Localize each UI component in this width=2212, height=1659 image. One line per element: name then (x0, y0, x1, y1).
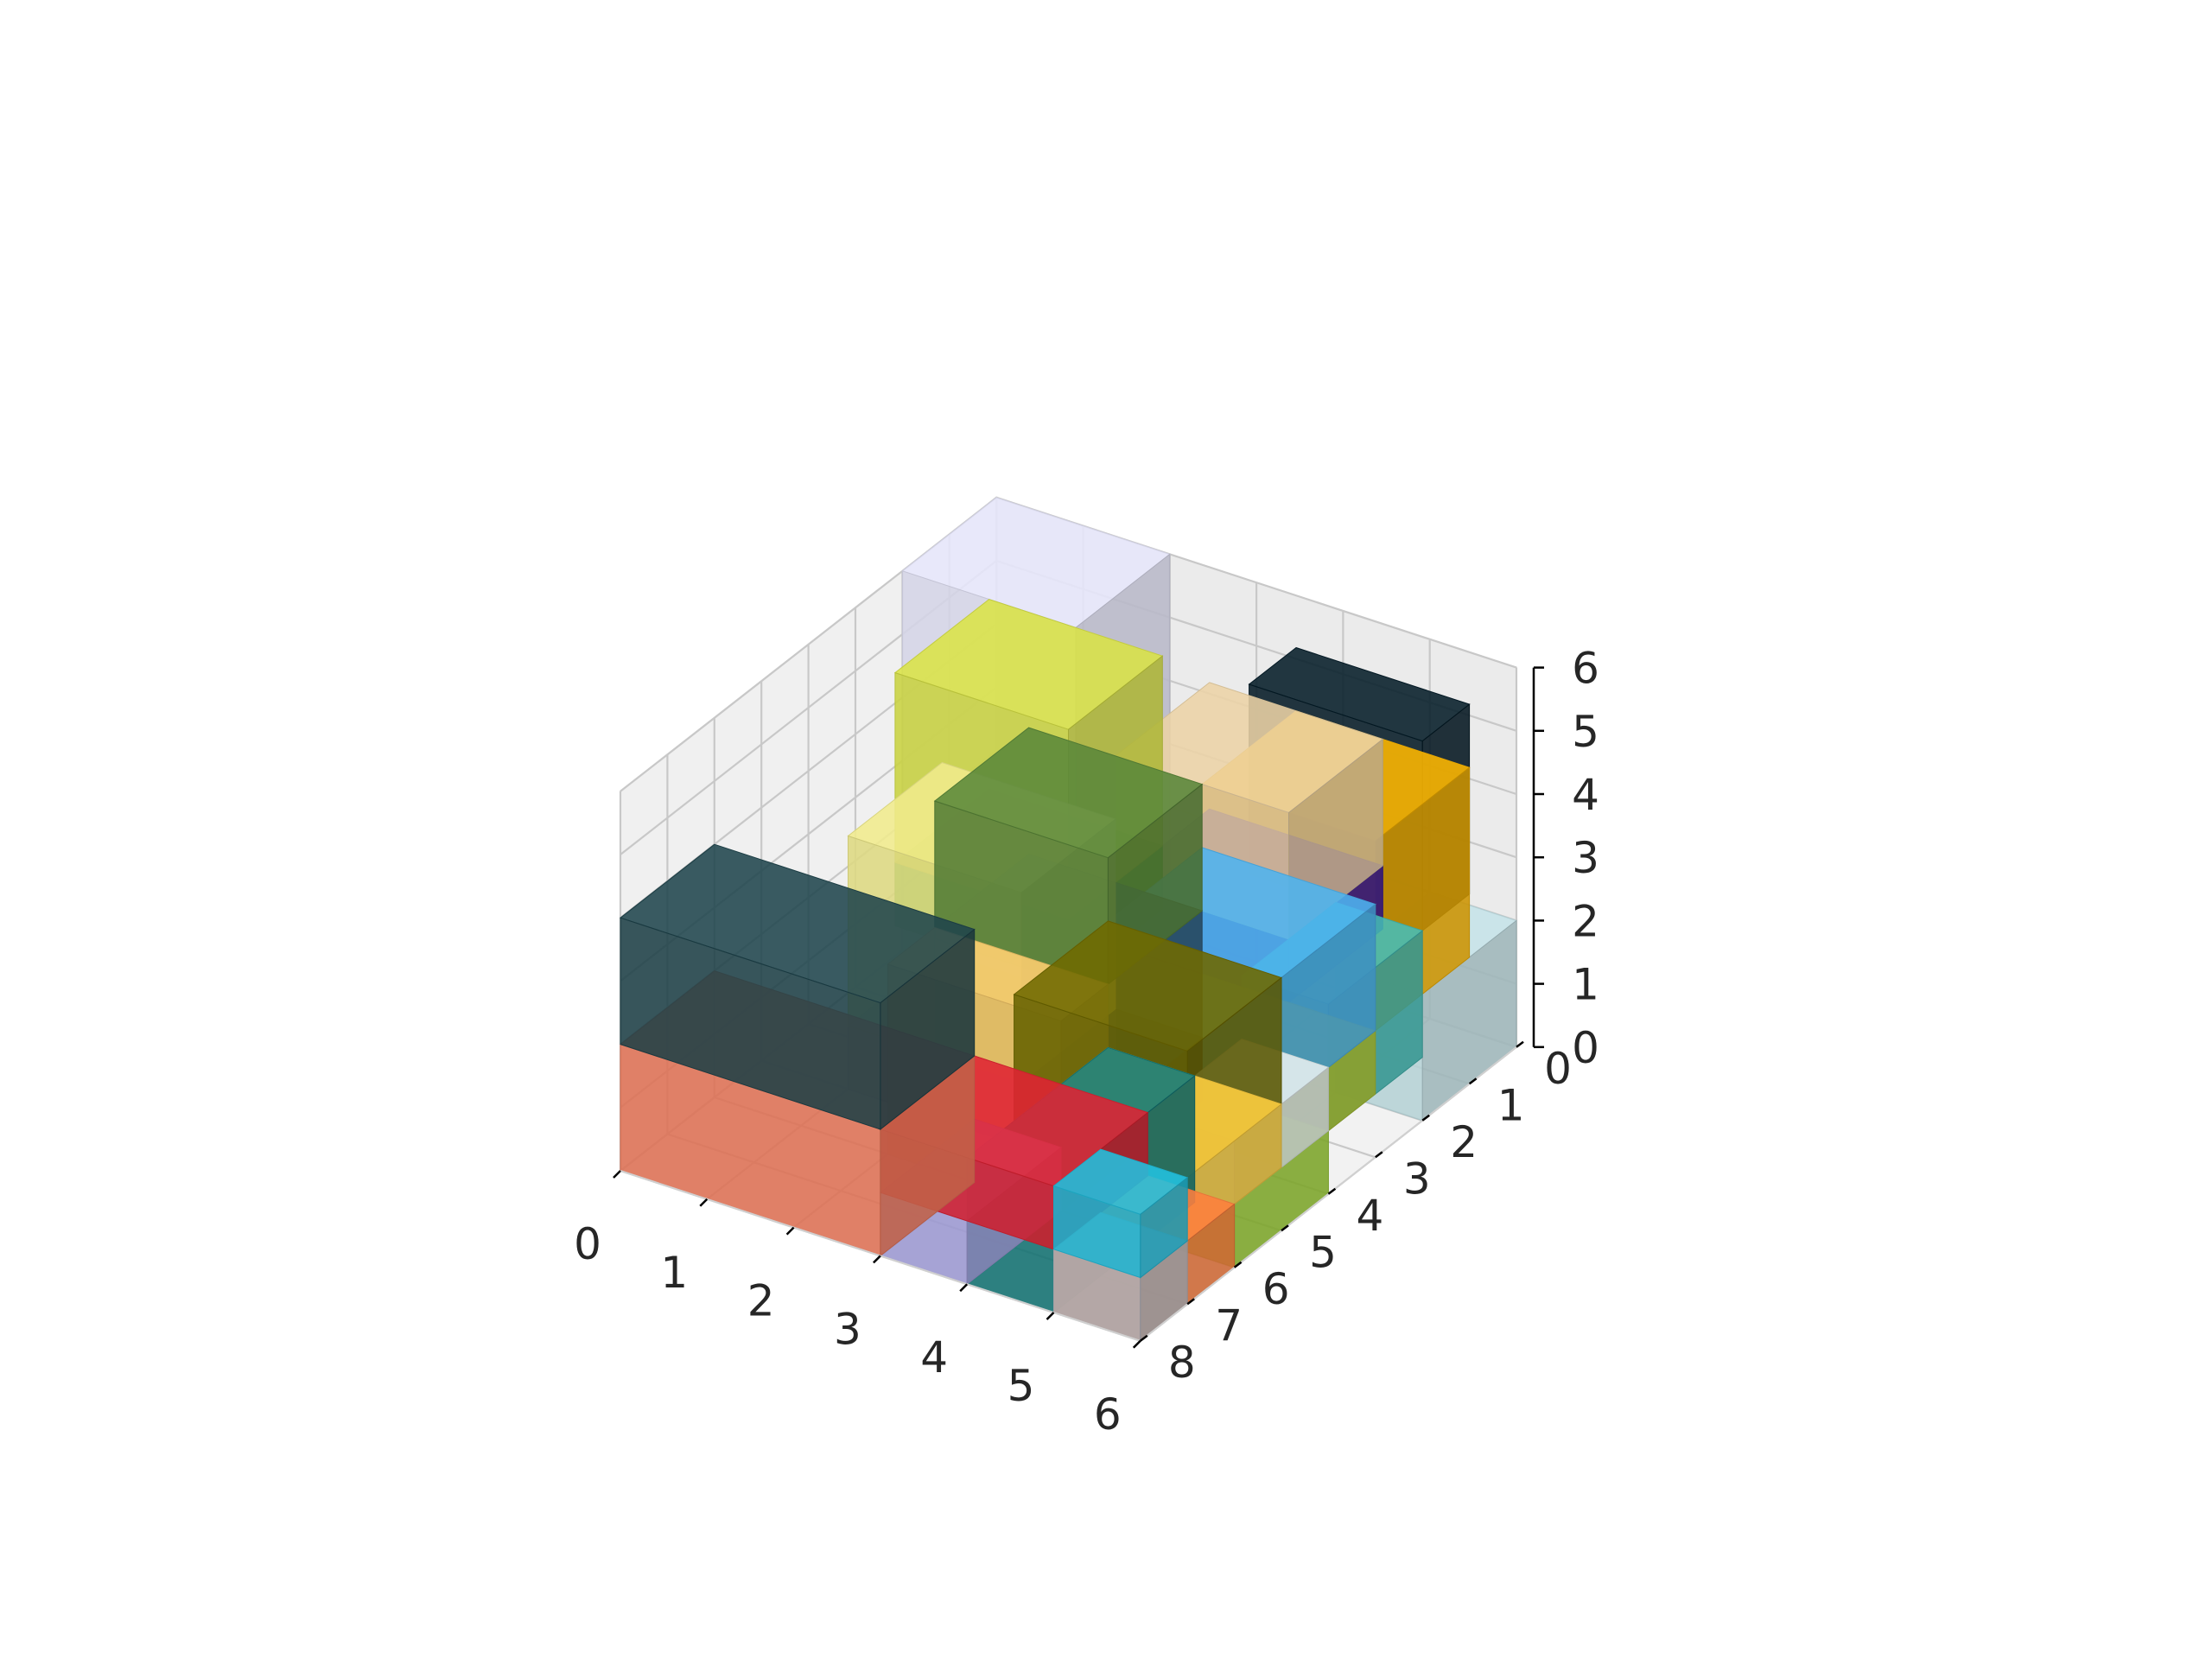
y-tick (1327, 1187, 1337, 1195)
y-tick-label: 6 (1262, 1264, 1290, 1314)
x-tick (785, 1226, 795, 1236)
y-tick-label: 8 (1168, 1338, 1196, 1388)
x-tick (1132, 1339, 1141, 1349)
y-tick (1233, 1261, 1243, 1268)
voxel-box (619, 843, 976, 1131)
y-tick (1140, 1334, 1148, 1342)
y-tick (1281, 1224, 1289, 1232)
x-tick (1046, 1312, 1055, 1320)
z-tick-label: 3 (1572, 833, 1599, 883)
x-tick (699, 1198, 709, 1207)
x-tick-label: 1 (660, 1248, 688, 1298)
y-tick (1516, 1040, 1524, 1048)
y-tick-label: 0 (1544, 1044, 1572, 1094)
x-tick-label: 5 (1007, 1361, 1035, 1411)
x-tick-label: 0 (574, 1219, 601, 1269)
y-tick-label: 3 (1403, 1154, 1431, 1204)
z-tick-label: 5 (1572, 707, 1599, 757)
z-tick-label: 0 (1572, 1023, 1599, 1073)
voxel-box (1052, 1148, 1189, 1279)
y-tick-label: 1 (1497, 1080, 1525, 1130)
y-tick-label: 4 (1356, 1191, 1383, 1241)
y-tick-label: 5 (1309, 1227, 1337, 1277)
z-tick-label: 4 (1572, 770, 1599, 820)
z-tick-label: 1 (1572, 960, 1599, 1010)
x-tick-label: 3 (834, 1304, 861, 1354)
z-tick-label: 2 (1572, 896, 1599, 946)
y-tick-label: 2 (1450, 1117, 1478, 1167)
voxel-side-face (880, 928, 976, 1131)
x-tick-label: 2 (747, 1276, 775, 1326)
z-tick-label: 6 (1572, 644, 1599, 694)
x-tick (959, 1283, 969, 1293)
x-tick-label: 6 (1094, 1389, 1122, 1440)
axis-lines (613, 666, 1544, 1349)
y-tick (1468, 1077, 1478, 1085)
y-tick (1375, 1151, 1383, 1159)
y-tick-label: 7 (1215, 1300, 1243, 1351)
y-tick (1186, 1298, 1195, 1306)
x-tick (613, 1170, 621, 1179)
y-tick (1421, 1114, 1430, 1122)
voxel-side-face (1140, 1176, 1188, 1279)
voxel-boxes (619, 497, 1518, 1342)
x-tick-label: 4 (920, 1332, 948, 1382)
voxel-box (933, 727, 1204, 986)
x-tick (873, 1255, 881, 1264)
